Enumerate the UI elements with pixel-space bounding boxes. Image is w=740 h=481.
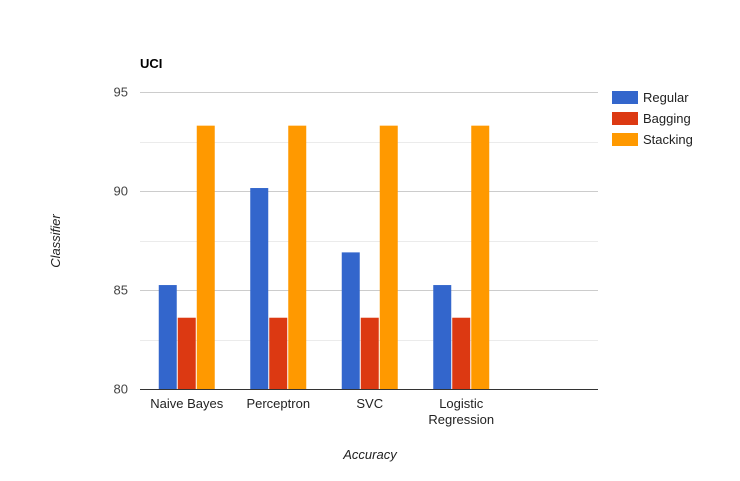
legend-label-stacking: Stacking bbox=[643, 132, 693, 147]
bar-stacking bbox=[196, 125, 215, 389]
legend-swatch-bagging bbox=[612, 112, 638, 125]
chart-title: UCI bbox=[140, 56, 162, 71]
bar-regular bbox=[158, 285, 177, 389]
x-tick-label-line: Logistic bbox=[439, 396, 484, 411]
y-tick-label: 95 bbox=[114, 85, 128, 100]
bar-regular bbox=[433, 285, 452, 389]
x-tick-label-line: SVC bbox=[356, 396, 383, 411]
y-tick-label: 85 bbox=[114, 283, 128, 298]
x-tick-label: Naive Bayes bbox=[150, 396, 223, 411]
legend-swatch-regular bbox=[612, 91, 638, 104]
x-axis-title: Accuracy bbox=[342, 447, 398, 462]
x-tick-label: Perceptron bbox=[246, 396, 310, 411]
bar-regular bbox=[250, 188, 269, 389]
bar-bagging bbox=[269, 317, 288, 389]
axis-labels: 80 85 90 95 Naive Bayes Perceptron SVC Logistic… bbox=[114, 85, 495, 428]
y-axis-title: Classifier bbox=[48, 214, 63, 268]
legend-swatch-stacking bbox=[612, 133, 638, 146]
bar-bagging bbox=[452, 317, 471, 389]
legend: Regular Bagging Stacking bbox=[612, 90, 693, 147]
bars bbox=[158, 125, 490, 389]
bar-bagging bbox=[360, 317, 379, 389]
bar-regular bbox=[341, 252, 360, 389]
legend-label-bagging: Bagging bbox=[643, 111, 691, 126]
x-tick-label-line: Regression bbox=[428, 412, 494, 427]
bar-stacking bbox=[471, 125, 490, 389]
x-tick-label: SVC bbox=[356, 396, 383, 411]
x-tick-label-line: Naive Bayes bbox=[150, 396, 223, 411]
y-tick-label: 80 bbox=[114, 382, 128, 397]
legend-label-regular: Regular bbox=[643, 90, 689, 105]
y-tick-label: 90 bbox=[114, 184, 128, 199]
x-tick-label-line: Perceptron bbox=[246, 396, 310, 411]
x-tick-label: Logistic Regression bbox=[428, 396, 494, 427]
bar-bagging bbox=[177, 317, 196, 389]
gridlines bbox=[140, 92, 598, 390]
bar-stacking bbox=[288, 125, 307, 389]
bar-stacking bbox=[379, 125, 398, 389]
